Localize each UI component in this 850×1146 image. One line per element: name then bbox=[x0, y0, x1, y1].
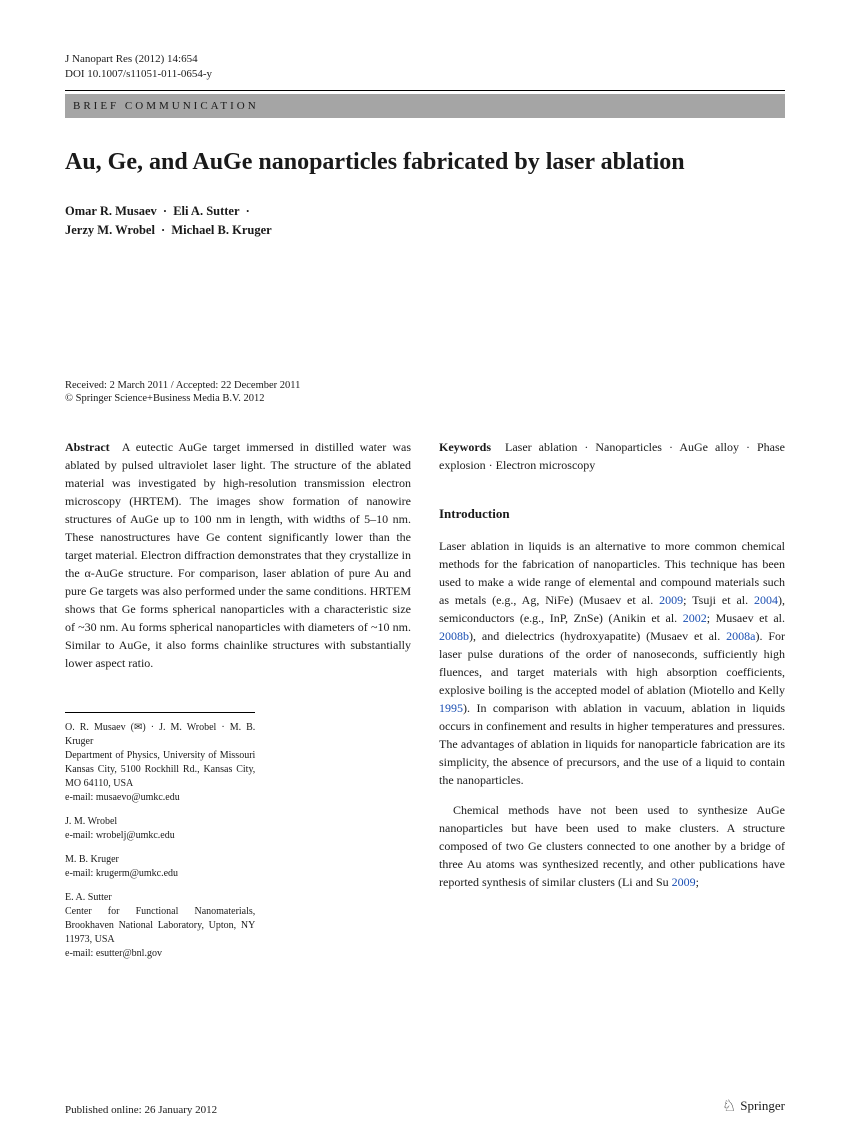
copyright-line: © Springer Science+Business Media B.V. 2… bbox=[65, 393, 785, 404]
citation-link[interactable]: 2002 bbox=[683, 611, 707, 625]
keywords-paragraph: Keywords Laser ablation · Nanoparticles … bbox=[439, 438, 785, 474]
author-1: Omar R. Musaev bbox=[65, 204, 157, 218]
citation-link[interactable]: 2004 bbox=[754, 593, 778, 607]
citation-link[interactable]: 2008a bbox=[726, 629, 755, 643]
received-accepted: Received: 2 March 2011 / Accepted: 22 De… bbox=[65, 380, 785, 391]
article-title: Au, Ge, and AuGe nanoparticles fabricate… bbox=[65, 148, 785, 177]
article-type-banner: BRIEF COMMUNICATION bbox=[65, 94, 785, 118]
affiliation-group-3: M. B. Kruger e-mail: krugerm@umkc.edu bbox=[65, 853, 255, 881]
affil-names-2: J. M. Wrobel bbox=[65, 815, 255, 829]
affil-email-1: e-mail: musaevo@umkc.edu bbox=[65, 791, 255, 805]
keywords-text: Laser ablation · Nanoparticles · AuGe al… bbox=[439, 440, 785, 472]
intro-text: ). In comparison with ablation in vacuum… bbox=[439, 701, 785, 787]
intro-text: ; Musaev et al. bbox=[707, 611, 785, 625]
page-footer: Published online: 26 January 2012 ♘ Spri… bbox=[65, 1096, 785, 1116]
intro-text: Chemical methods have not been used to s… bbox=[439, 803, 785, 889]
publisher-name: Springer bbox=[740, 1098, 785, 1114]
affiliations-block: O. R. Musaev (✉) · J. M. Wrobel · M. B. … bbox=[65, 712, 255, 961]
affil-names-1: O. R. Musaev (✉) · J. M. Wrobel · M. B. … bbox=[65, 721, 255, 749]
citation-link[interactable]: 2009 bbox=[672, 875, 696, 889]
intro-paragraph-2: Chemical methods have not been used to s… bbox=[439, 801, 785, 891]
two-column-layout: Abstract A eutectic AuGe target immersed… bbox=[65, 426, 785, 971]
affil-email-2: e-mail: wrobelj@umkc.edu bbox=[65, 829, 255, 843]
author-4: Michael B. Kruger bbox=[171, 223, 271, 237]
citation-link[interactable]: 2008b bbox=[439, 629, 469, 643]
abstract-text: A eutectic AuGe target immersed in disti… bbox=[65, 440, 411, 670]
affil-email-4: e-mail: esutter@bnl.gov bbox=[65, 947, 255, 961]
citation-link[interactable]: 1995 bbox=[439, 701, 463, 715]
springer-horse-icon: ♘ bbox=[722, 1096, 736, 1116]
separator-dot: · bbox=[155, 223, 171, 237]
author-2: Eli A. Sutter bbox=[173, 204, 239, 218]
published-online: Published online: 26 January 2012 bbox=[65, 1104, 217, 1116]
header-meta: J Nanopart Res (2012) 14:654 DOI 10.1007… bbox=[65, 52, 785, 82]
author-3: Jerzy M. Wrobel bbox=[65, 223, 155, 237]
affil-dept-1: Department of Physics, University of Mis… bbox=[65, 749, 255, 791]
doi: DOI 10.1007/s11051-011-0654-y bbox=[65, 67, 785, 82]
publisher-logo: ♘ Springer bbox=[722, 1096, 785, 1116]
affiliation-group-4: E. A. Sutter Center for Functional Nanom… bbox=[65, 891, 255, 961]
left-column: Abstract A eutectic AuGe target immersed… bbox=[65, 426, 411, 971]
section-heading-introduction: Introduction bbox=[439, 504, 785, 524]
affil-names-4: E. A. Sutter bbox=[65, 891, 255, 905]
separator-dot: · bbox=[157, 204, 173, 218]
intro-paragraph-1: Laser ablation in liquids is an alternat… bbox=[439, 537, 785, 789]
page-container: J Nanopart Res (2012) 14:654 DOI 10.1007… bbox=[0, 0, 850, 1146]
author-list: Omar R. Musaev · Eli A. Sutter · Jerzy M… bbox=[65, 202, 785, 240]
citation-link[interactable]: 2009 bbox=[659, 593, 683, 607]
keywords-label: Keywords bbox=[439, 440, 491, 454]
intro-text: ), and dielectrics (hydroxyapatite) (Mus… bbox=[469, 629, 726, 643]
separator-dot: · bbox=[240, 204, 253, 218]
abstract-label: Abstract bbox=[65, 440, 110, 454]
journal-reference: J Nanopart Res (2012) 14:654 bbox=[65, 52, 785, 67]
intro-text: ; Tsuji et al. bbox=[683, 593, 754, 607]
right-column: Keywords Laser ablation · Nanoparticles … bbox=[439, 426, 785, 971]
affil-dept-4: Center for Functional Nanomaterials, Bro… bbox=[65, 905, 255, 947]
affiliation-group-1: O. R. Musaev (✉) · J. M. Wrobel · M. B. … bbox=[65, 721, 255, 805]
abstract-paragraph: Abstract A eutectic AuGe target immersed… bbox=[65, 438, 411, 672]
affil-email-3: e-mail: krugerm@umkc.edu bbox=[65, 867, 255, 881]
intro-text: ; bbox=[696, 875, 699, 889]
divider-top bbox=[65, 90, 785, 91]
affiliation-group-2: J. M. Wrobel e-mail: wrobelj@umkc.edu bbox=[65, 815, 255, 843]
affil-names-3: M. B. Kruger bbox=[65, 853, 255, 867]
